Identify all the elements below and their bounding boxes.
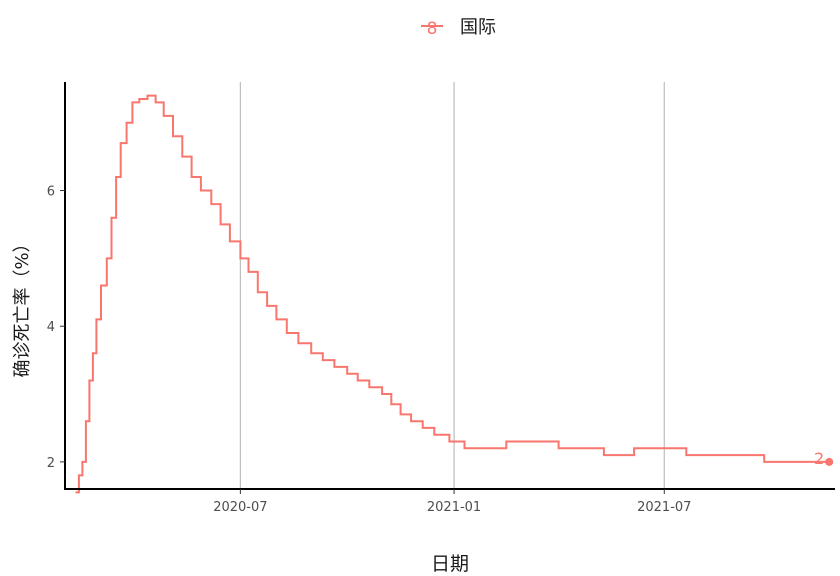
x-tick-label: 2021-01 (427, 500, 481, 515)
legend-key-glyph: 8 (427, 19, 438, 39)
y-tick-label: 4 (47, 320, 55, 335)
legend-label: 国际 (460, 17, 496, 38)
x-axis-title: 日期 (431, 553, 469, 575)
series-end-label: 2 (814, 449, 824, 468)
y-axis-title: 确诊死亡率（%） (12, 234, 33, 377)
x-gridlines (239, 82, 665, 489)
legend: 8 国际 (421, 17, 496, 39)
x-tick-label: 2020-07 (213, 500, 267, 515)
series-line-group (75, 94, 830, 494)
series-line-国际 (75, 94, 830, 494)
series-end-point (825, 457, 834, 466)
y-ticks: 2 4 6 (47, 185, 65, 471)
x-ticks: 2020-07 2021-01 2021-07 (213, 489, 691, 515)
y-tick-label: 2 (47, 456, 55, 471)
y-tick-label: 6 (47, 185, 55, 200)
x-tick-label: 2021-07 (637, 500, 691, 515)
axes (64, 82, 835, 490)
